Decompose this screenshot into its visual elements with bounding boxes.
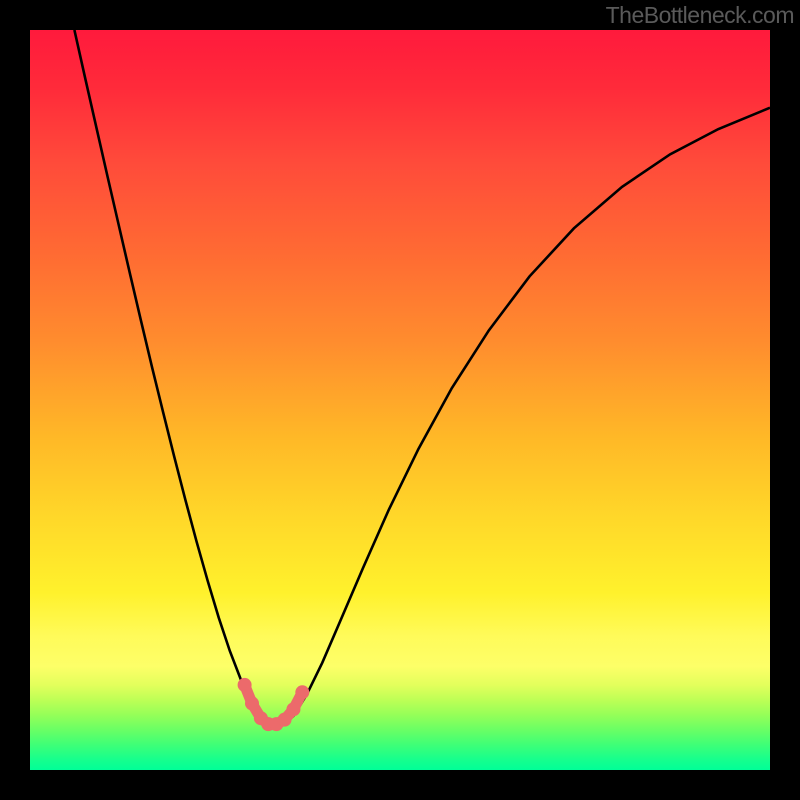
highlight-marker <box>238 678 252 692</box>
highlight-marker <box>245 696 259 710</box>
chart-background <box>30 30 770 770</box>
chart-plot-area <box>30 30 770 770</box>
chart-svg <box>30 30 770 770</box>
highlight-marker <box>295 685 309 699</box>
highlight-marker <box>286 702 300 716</box>
watermark-text: TheBottleneck.com <box>606 2 794 29</box>
